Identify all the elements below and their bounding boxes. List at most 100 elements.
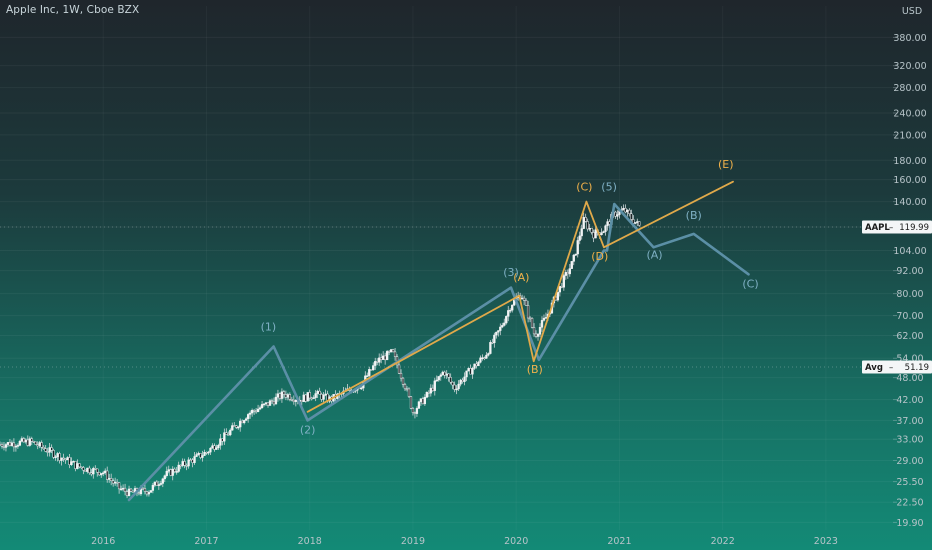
candle-body [62,457,65,460]
y-tick-label: 33.00 [896,435,923,446]
candle-body [24,439,27,443]
candle-body [252,410,256,412]
candle-body [407,388,411,397]
y-tick-label: 280.00 [893,83,926,94]
candle-body [177,464,180,472]
candle-body [626,209,629,213]
candle-body [572,254,575,262]
candle-body [318,390,321,395]
candle-body [568,268,571,275]
candle-body [183,461,186,466]
candle-body [465,370,468,378]
candle-body [435,379,438,382]
candle-body [429,387,432,394]
candle-body [110,478,113,482]
candle-body [239,420,242,428]
y-tick-label: 240.00 [893,108,926,119]
candle-body [16,445,20,447]
candle-body [584,217,587,222]
candle-body [96,468,99,473]
candle-body [586,221,589,230]
candle-body [125,491,129,497]
price-tag-box [862,220,932,234]
candle-body [211,445,214,449]
y-tick-label: 104.00 [893,246,926,257]
candle-body [419,398,423,403]
candle-body [624,207,627,213]
candle-body [594,229,597,239]
candle-body [169,469,172,476]
candle-body [544,317,548,319]
candle-body [306,392,309,402]
candle-body [181,461,184,466]
candle-body [205,452,208,454]
candle-body [483,357,486,359]
grid-layer [0,6,893,530]
candle-body [437,376,440,381]
candle-body [455,388,458,391]
candle-body [8,442,12,446]
candle-body [495,331,498,336]
candle-body [376,361,379,363]
candle-body [501,325,504,328]
candle-body [46,451,49,453]
candle-body [324,393,327,396]
candle-body [509,309,512,312]
y-tick-label: 140.00 [893,197,926,208]
price-tag-value: 51.19 [905,363,929,373]
candle-body [56,453,59,458]
candle-body [151,484,155,491]
candle-body [536,334,540,337]
candle-body [112,480,115,484]
candle-body [0,444,2,446]
x-tick-label: 2017 [194,536,218,547]
y-tick-label: 42.00 [896,395,923,406]
candle-body [129,488,133,492]
candle-body [50,447,53,451]
price-tag-box [862,360,932,374]
candle-body [207,451,210,454]
candle-body [628,209,631,214]
candle-body [616,214,619,217]
chart-title: Apple Inc, 1W, Cboe BZX [6,4,140,16]
candle-body [532,327,536,335]
candle-body [449,377,452,383]
candle-body [564,272,567,276]
candle-body [524,300,528,306]
y-tick-label: 92.00 [896,266,923,277]
candle-body [127,488,131,497]
candle-body [622,207,625,211]
price-tag-value: 119.99 [899,223,929,233]
candle-body [425,391,428,398]
candle-body [108,478,111,480]
candle-body [384,355,387,361]
candle-body [161,478,164,484]
candle-body [225,432,228,435]
candle-body [12,442,16,448]
candle-body [294,400,297,402]
candle-body [167,469,170,472]
candle-body [489,342,492,354]
wave-label: (2) [300,423,316,436]
candle-body [266,402,270,406]
candle-body [308,392,311,399]
y-tick-label: 180.00 [893,156,926,167]
candle-body [582,217,585,229]
candle-body [481,357,484,359]
candle-body [199,453,202,458]
wave-label: (D) [591,250,608,263]
candle-body [320,393,323,400]
candle-body [115,481,119,484]
candle-body [415,408,419,414]
wave-label: (5) [601,180,617,193]
candle-body [284,394,288,398]
wave-label: (C) [742,278,758,291]
candle-body [445,373,448,376]
candle-body [439,374,442,377]
candle-body [276,393,280,398]
candle-body [636,221,639,223]
candle-body [503,322,506,326]
candle-body [300,400,303,402]
